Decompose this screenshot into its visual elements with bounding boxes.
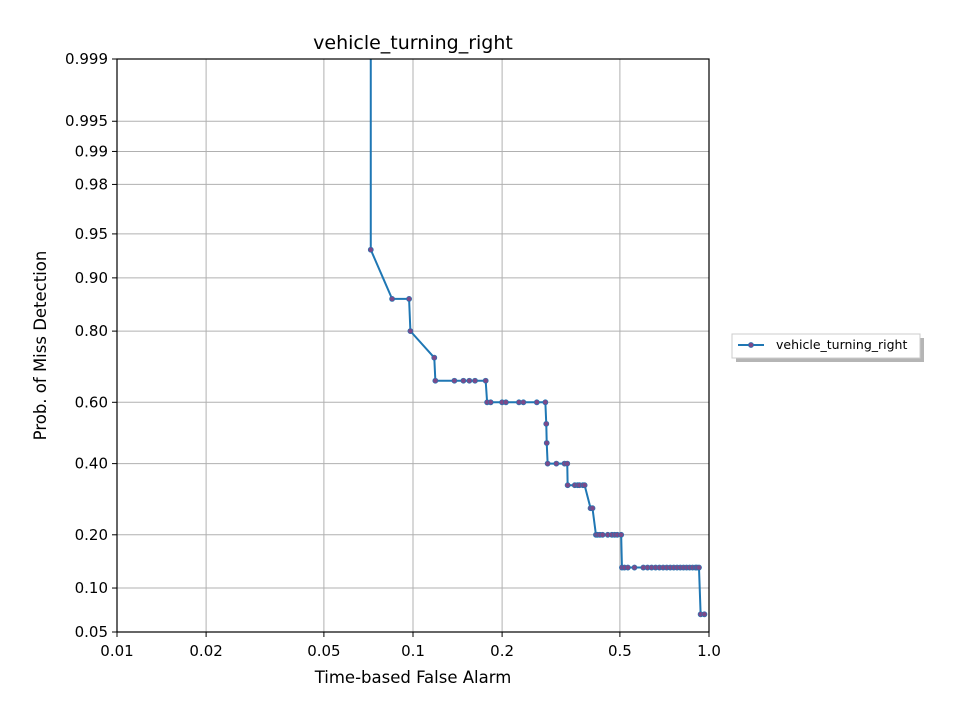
y-tick-label: 0.95	[75, 225, 108, 243]
legend: vehicle_turning_right	[731, 333, 924, 362]
data-point	[542, 399, 549, 406]
y-tick-label: 0.80	[75, 322, 108, 340]
data-point	[472, 377, 478, 384]
y-tick-label: 0.995	[65, 112, 108, 130]
data-point	[599, 531, 606, 538]
chart-title: vehicle_turning_right	[313, 32, 513, 54]
x-tick-label: 0.2	[490, 642, 514, 660]
data-point	[631, 564, 638, 571]
data-point	[407, 328, 414, 335]
data-point	[432, 377, 439, 384]
y-tick-label: 0.98	[75, 175, 108, 193]
data-point	[564, 482, 571, 489]
data-point	[543, 420, 550, 427]
data-point	[618, 531, 625, 538]
x-tick-label: 0.02	[189, 642, 222, 660]
data-point	[431, 354, 438, 361]
data-point	[460, 377, 467, 384]
data-point	[482, 377, 489, 384]
y-tick-label: 0.999	[65, 50, 108, 68]
data-point	[451, 377, 458, 384]
y-tick-label: 0.10	[75, 579, 108, 597]
data-point	[624, 564, 631, 571]
y-tick-label: 0.40	[75, 455, 108, 473]
data-point	[701, 611, 708, 618]
data-point	[581, 482, 588, 489]
data-point	[564, 460, 571, 467]
series-line	[369, 249, 705, 616]
grid-lines	[116, 58, 710, 633]
data-point	[367, 246, 374, 253]
y-tick-label: 0.20	[75, 526, 108, 544]
legend-entry-label: vehicle_turning_right	[776, 337, 907, 352]
data-point	[503, 399, 509, 406]
legend-marker-swatch	[748, 342, 754, 348]
data-point	[543, 440, 550, 446]
x-tick-label: 0.5	[608, 642, 632, 660]
y-axis: 0.05 0.10 0.20 0.40 0.60 0.80 0.90 0.95 0.98 0.99…	[65, 50, 117, 641]
data-point	[520, 399, 527, 406]
x-tick-label: 1.0	[697, 642, 721, 660]
x-tick-label: 0.1	[401, 642, 425, 660]
data-point	[544, 460, 551, 467]
data-point	[389, 296, 396, 302]
y-tick-label: 0.60	[75, 393, 108, 411]
x-tick-label: 0.05	[307, 642, 340, 660]
y-tick-label: 0.05	[75, 623, 108, 641]
data-point	[487, 399, 494, 406]
data-point	[466, 377, 473, 384]
y-tick-label: 0.90	[75, 269, 108, 287]
series-layer	[367, 59, 708, 618]
x-axis: 0.01 0.02 0.05 0.1 0.2 0.5 1.0	[100, 632, 721, 660]
x-tick-label: 0.01	[100, 642, 133, 660]
x-axis-label: Time-based False Alarm	[314, 668, 512, 687]
data-point	[696, 564, 702, 571]
y-axis-label: Prob. of Miss Detection	[31, 251, 50, 441]
data-point	[553, 460, 560, 467]
y-tick-label: 0.99	[75, 142, 108, 160]
legend-box	[731, 333, 921, 359]
data-point	[589, 505, 596, 512]
data-point	[533, 399, 540, 406]
data-point	[406, 296, 412, 302]
